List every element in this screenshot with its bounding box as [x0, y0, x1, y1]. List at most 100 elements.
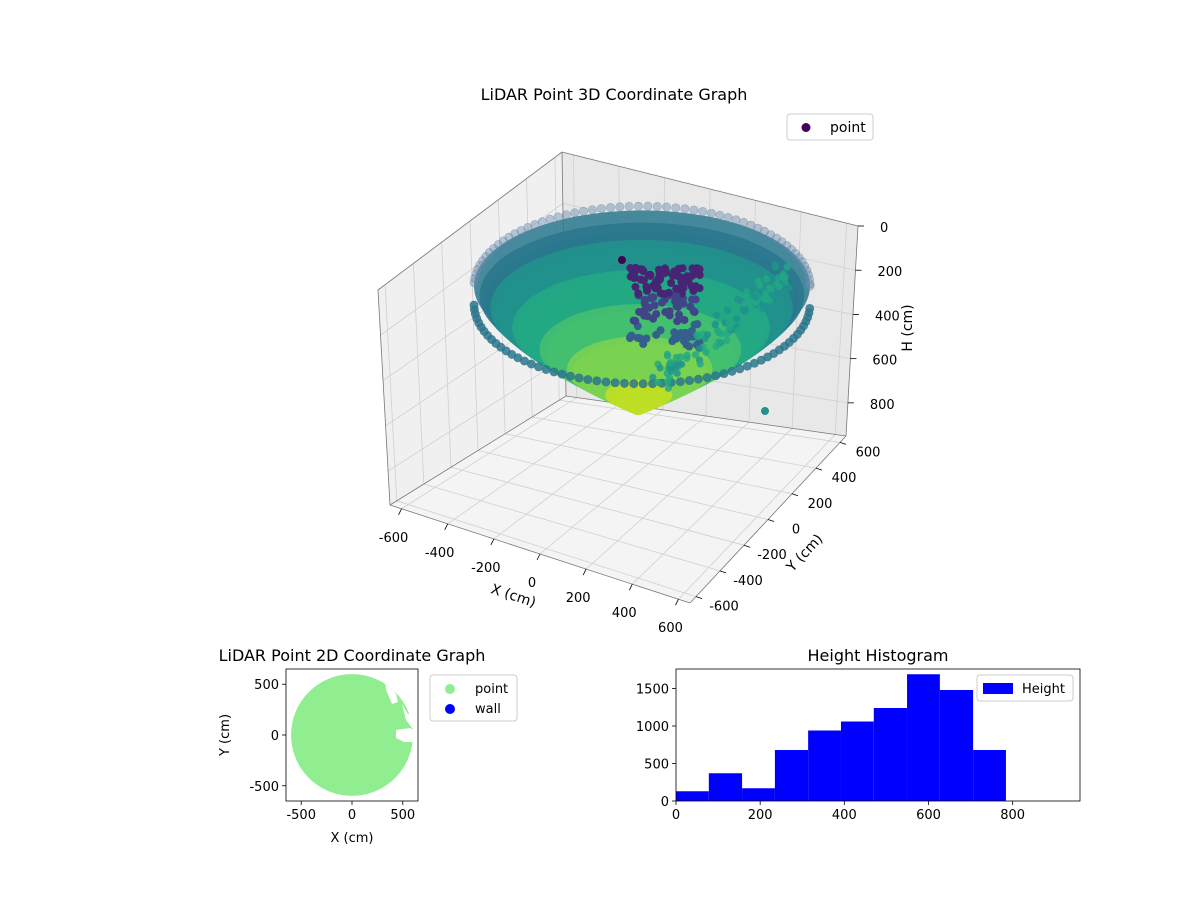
- scatter-point-3d: [618, 256, 626, 264]
- point-cloud-2d: [291, 674, 413, 796]
- x-tick-label-3d: -200: [471, 561, 501, 576]
- scatter-point-3d: [689, 307, 698, 316]
- scatter-point-3d: [672, 284, 681, 293]
- y-tick-label-3d: -200: [757, 548, 787, 563]
- gap-2d-1: [384, 669, 398, 704]
- scatter-point-3d: [680, 204, 690, 214]
- scatter-point-3d: [691, 351, 700, 359]
- scatter-point-3d: [583, 375, 593, 385]
- x-axis-label-2d: X (cm): [331, 831, 374, 846]
- legend-marker-height: [983, 683, 1013, 694]
- z-tick-label-3d: 200: [877, 265, 902, 280]
- scatter-point-3d: [672, 296, 681, 305]
- histogram-bar: [907, 674, 940, 801]
- scatter-point-3d: [772, 233, 782, 243]
- scatter-point-3d: [654, 265, 663, 274]
- legend-label-wall-2d: wall: [475, 702, 501, 717]
- scatter-point-3d: [470, 273, 480, 283]
- x-tick-label-hist: 200: [748, 808, 773, 823]
- scatter-point-3d: [646, 293, 655, 302]
- y-tick-label-2d: -500: [249, 780, 279, 795]
- scatter-point-3d: [672, 302, 681, 311]
- scatter-point-3d: [803, 270, 813, 280]
- y-tick-label-hist: 1500: [636, 683, 669, 698]
- legend-hist: Height: [976, 674, 1074, 702]
- scatter-point-3d: [761, 407, 769, 415]
- x-tick-mark-3d: [628, 583, 633, 591]
- scatter-point-3d: [631, 316, 640, 325]
- scatter-point-3d: [541, 365, 551, 375]
- scatter-point-3d: [652, 202, 662, 212]
- scatter-point-3d: [592, 376, 602, 386]
- scatter-point-3d: [805, 279, 815, 289]
- scatter-point-3d: [734, 295, 742, 304]
- x-tick-mark-3d: [444, 523, 449, 531]
- scatter-point-3d: [684, 376, 694, 386]
- scatter-point-3d: [610, 378, 620, 388]
- scatter-point-3d: [642, 334, 651, 343]
- scatter-point-3d: [663, 377, 672, 386]
- scatter-point-3d: [741, 300, 749, 308]
- y-axis-label-2d: Y (cm): [218, 714, 233, 757]
- x-tick-label-hist: 0: [672, 808, 680, 823]
- scatter-point-3d: [606, 203, 616, 213]
- scatter-point-3d: [662, 202, 672, 212]
- scatter-points-3d: [469, 201, 815, 416]
- scatter-point-3d: [742, 361, 752, 371]
- z-tick-label-3d: 800: [870, 398, 895, 413]
- scatter-point-3d: [672, 362, 680, 370]
- histogram-title: Height Histogram: [808, 646, 949, 665]
- chart-histogram: Height Histogram 0 200 400 600 800 0 500 1000 15…: [636, 646, 1081, 823]
- scatter-point-3d: [734, 326, 743, 334]
- scatter-point-3d: [646, 271, 655, 280]
- scatter-point-3d: [748, 288, 756, 296]
- chart-2d-title: LiDAR Point 2D Coordinate Graph: [219, 646, 486, 665]
- scatter-point-3d: [703, 331, 712, 339]
- scatter-point-3d: [649, 373, 657, 381]
- scatter-point-3d: [596, 204, 606, 214]
- histogram-bar: [939, 690, 974, 801]
- scatter-point-3d: [676, 353, 685, 361]
- scatter-point-3d: [753, 223, 763, 233]
- x-tick-mark-3d: [398, 508, 402, 515]
- scatter-point-3d: [565, 371, 575, 381]
- z-tick-label-3d: 600: [872, 354, 897, 369]
- chart-3d: LiDAR Point 3D Coordinate Graph -600 -400…: [377, 85, 916, 636]
- scatter-point-3d: [683, 333, 692, 342]
- chart-3d-title: LiDAR Point 3D Coordinate Graph: [481, 85, 748, 104]
- scatter-point-3d: [643, 201, 653, 211]
- scatter-point-3d: [656, 326, 665, 335]
- y-tick-label-3d: 600: [856, 445, 881, 460]
- scatter-point-3d: [587, 205, 597, 215]
- scatter-point-3d: [687, 282, 696, 291]
- scatter-point-3d: [717, 329, 725, 338]
- scatter-point-3d: [636, 334, 645, 343]
- scatter-point-3d: [633, 201, 643, 211]
- scatter-point-3d: [671, 203, 681, 213]
- scatter-point-3d: [631, 264, 640, 273]
- y-tick-label-hist: 1000: [636, 720, 669, 735]
- scatter-point-3d: [712, 342, 720, 350]
- y-tick-mark-3d: [767, 519, 775, 522]
- scatter-point-3d: [695, 284, 704, 293]
- scatter-point-3d: [561, 210, 571, 220]
- scatter-point-3d: [650, 282, 659, 291]
- scatter-point-3d: [693, 331, 701, 339]
- y-tick-mark-3d: [839, 442, 847, 445]
- scatter-point-3d: [574, 373, 584, 383]
- y-tick-label-hist: 0: [661, 795, 669, 810]
- y-tick-label-2d: 500: [254, 678, 279, 693]
- scatter-point-3d: [668, 337, 677, 346]
- legend-marker-point-2d: [445, 684, 455, 694]
- surface-ring-3d: [632, 410, 644, 416]
- histogram-bar: [676, 791, 709, 801]
- scatter-point-3d: [742, 317, 750, 325]
- z-axis-label-3d: H (cm): [900, 304, 916, 351]
- scatter-point-3d: [797, 257, 807, 267]
- x-tick-label-2d: -500: [286, 808, 316, 823]
- scatter-point-3d: [673, 317, 682, 326]
- scatter-point-3d: [735, 364, 745, 374]
- x-tick-label-2d: 0: [348, 808, 356, 823]
- scatter-point-3d: [645, 303, 654, 312]
- scatter-point-3d: [777, 237, 787, 247]
